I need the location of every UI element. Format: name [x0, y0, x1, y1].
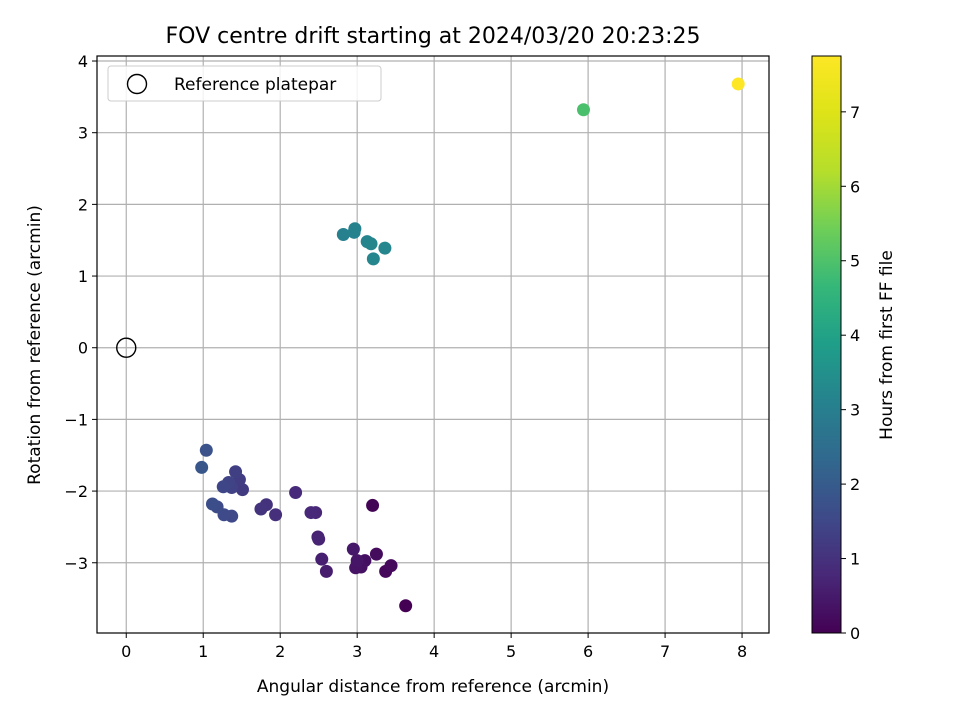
- data-point: [350, 554, 364, 568]
- data-point: [378, 241, 392, 255]
- y-tick-label: 1: [78, 267, 88, 286]
- x-ticks: 0 1 2 3 4 5 6 7 8: [121, 633, 747, 661]
- data-point: [304, 506, 318, 520]
- colorbar-tick-label: 3: [850, 401, 860, 420]
- x-tick-label: 4: [429, 642, 439, 661]
- x-tick-label: 1: [198, 642, 208, 661]
- data-point: [216, 480, 230, 494]
- x-tick-label: 8: [737, 642, 747, 661]
- x-axis-label: Angular distance from reference (arcmin): [257, 677, 609, 697]
- y-tick-label: −1: [64, 410, 88, 429]
- y-tick-label: 0: [78, 339, 88, 358]
- legend: Reference platepar: [107, 65, 382, 102]
- legend-label-reference: Reference platepar: [174, 75, 336, 95]
- y-axis-label: Rotation from reference (arcmin): [25, 205, 45, 485]
- data-point: [254, 502, 268, 516]
- data-point: [731, 77, 745, 91]
- data-point: [576, 103, 590, 117]
- x-tick-label: 3: [352, 642, 362, 661]
- data-point: [229, 465, 243, 479]
- y-tick-label: 3: [78, 124, 88, 143]
- reference-platepar-marker: [116, 337, 137, 358]
- colorbar-gradient: [811, 55, 842, 634]
- data-point: [346, 542, 360, 556]
- data-point: [312, 532, 326, 546]
- x-tick-label: 2: [275, 642, 285, 661]
- data-point: [289, 486, 303, 500]
- colorbar-tick-label: 6: [850, 177, 860, 196]
- data-point: [195, 460, 209, 474]
- data-point: [269, 508, 283, 522]
- y-tick-label: 2: [78, 195, 88, 214]
- colorbar-tick-label: 4: [850, 326, 860, 345]
- x-tick-label: 7: [660, 642, 670, 661]
- x-tick-label: 5: [506, 642, 516, 661]
- x-tick-label: 6: [583, 642, 593, 661]
- legend-marker-reference: [126, 73, 148, 95]
- data-point: [384, 559, 398, 573]
- data-points: [116, 77, 745, 613]
- colorbar: [811, 55, 842, 634]
- x-tick-label: 0: [121, 642, 131, 661]
- data-point: [199, 443, 213, 457]
- chart-title: FOV centre drift starting at 2024/03/20 …: [166, 24, 701, 49]
- legend-box: [107, 65, 382, 102]
- y-ticks: −3 −2 −1 0 1 2 3 4: [64, 52, 97, 573]
- colorbar-tick-label: 0: [850, 624, 860, 643]
- colorbar-tick-label: 5: [850, 252, 860, 271]
- data-point: [366, 252, 380, 266]
- data-point: [369, 547, 383, 561]
- plot-frame: [96, 55, 770, 634]
- y-tick-label: 4: [78, 52, 88, 71]
- colorbar-tick-label: 1: [850, 550, 860, 569]
- data-point: [319, 564, 333, 578]
- data-point: [315, 552, 329, 566]
- grid: [97, 56, 769, 633]
- colorbar-label: Hours from first FF file: [877, 250, 897, 440]
- data-point: [399, 599, 413, 613]
- colorbar-tick-label: 7: [850, 103, 860, 122]
- colorbar-ticks: 0 1 2 3 4 5 6 7: [841, 103, 860, 643]
- y-tick-label: −2: [64, 482, 88, 501]
- data-point: [235, 483, 249, 497]
- colorbar-tick-label: 2: [850, 475, 860, 494]
- data-point: [205, 497, 219, 511]
- data-point: [336, 227, 350, 241]
- data-point: [366, 498, 380, 512]
- y-tick-label: −3: [64, 554, 88, 573]
- data-point: [348, 222, 362, 236]
- data-point: [364, 237, 378, 251]
